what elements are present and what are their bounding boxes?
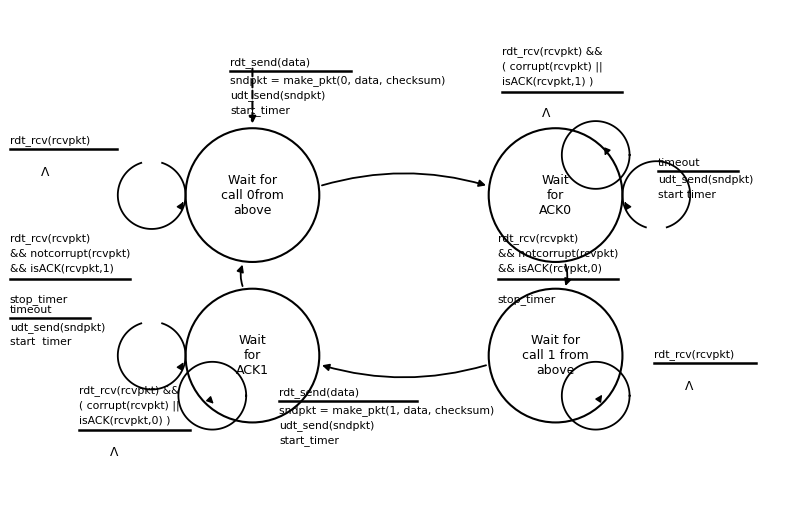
Text: start timer: start timer [658,190,716,200]
Text: stop_timer: stop_timer [10,294,68,305]
Text: Λ: Λ [41,166,49,179]
Text: Wait
for
ACK1: Wait for ACK1 [236,334,269,377]
Text: && isACK(rcvpkt,0): && isACK(rcvpkt,0) [498,264,602,274]
Text: && isACK(rcvpkt,1): && isACK(rcvpkt,1) [10,264,114,274]
Text: udt_send(sndpkt): udt_send(sndpkt) [280,420,375,431]
Text: timeout: timeout [658,158,701,168]
Text: Wait for
call 1 from
above: Wait for call 1 from above [522,334,589,377]
Text: rdt_rcv(rcvpkt): rdt_rcv(rcvpkt) [10,135,90,146]
Text: rdt_send(data): rdt_send(data) [230,58,310,68]
Text: rdt_send(data): rdt_send(data) [280,387,360,399]
Text: Wait for
call 0from
above: Wait for call 0from above [221,174,284,217]
Text: Λ: Λ [685,380,693,392]
Text: rdt_rcv(rcvpkt): rdt_rcv(rcvpkt) [10,233,90,244]
Text: udt_send(sndpkt): udt_send(sndpkt) [230,90,326,101]
Text: rdt_rcv(rcvpkt): rdt_rcv(rcvpkt) [498,233,578,244]
Text: start_timer: start_timer [230,105,290,116]
Text: sndpkt = make_pkt(0, data, checksum): sndpkt = make_pkt(0, data, checksum) [230,75,445,85]
Text: && notcorrupt(rcvpkt): && notcorrupt(rcvpkt) [498,249,618,259]
Text: timeout: timeout [10,305,53,316]
Text: start  timer: start timer [10,337,71,347]
Text: rdt_rcv(rcvpkt) &&: rdt_rcv(rcvpkt) && [78,385,179,396]
Text: rdt_rcv(rcvpkt) &&: rdt_rcv(rcvpkt) && [502,46,603,57]
Text: ( corrupt(rcvpkt) ||: ( corrupt(rcvpkt) || [502,62,603,72]
Text: Λ: Λ [542,107,550,120]
Text: && notcorrupt(rcvpkt): && notcorrupt(rcvpkt) [10,249,130,259]
Text: sndpkt = make_pkt(1, data, checksum): sndpkt = make_pkt(1, data, checksum) [280,405,494,416]
Text: udt_send(sndpkt): udt_send(sndpkt) [10,322,105,333]
Text: isACK(rcvpkt,0) ): isACK(rcvpkt,0) ) [78,416,170,426]
Text: udt_send(sndpkt): udt_send(sndpkt) [658,175,754,185]
Text: stop_timer: stop_timer [498,294,556,305]
Text: isACK(rcvpkt,1) ): isACK(rcvpkt,1) ) [502,77,593,87]
Text: rdt_rcv(rcvpkt): rdt_rcv(rcvpkt) [654,349,734,360]
Text: start_timer: start_timer [280,435,339,446]
Text: Wait
for
ACK0: Wait for ACK0 [539,174,572,217]
Text: ( corrupt(rcvpkt) ||: ( corrupt(rcvpkt) || [78,400,179,411]
Text: Λ: Λ [110,445,118,459]
